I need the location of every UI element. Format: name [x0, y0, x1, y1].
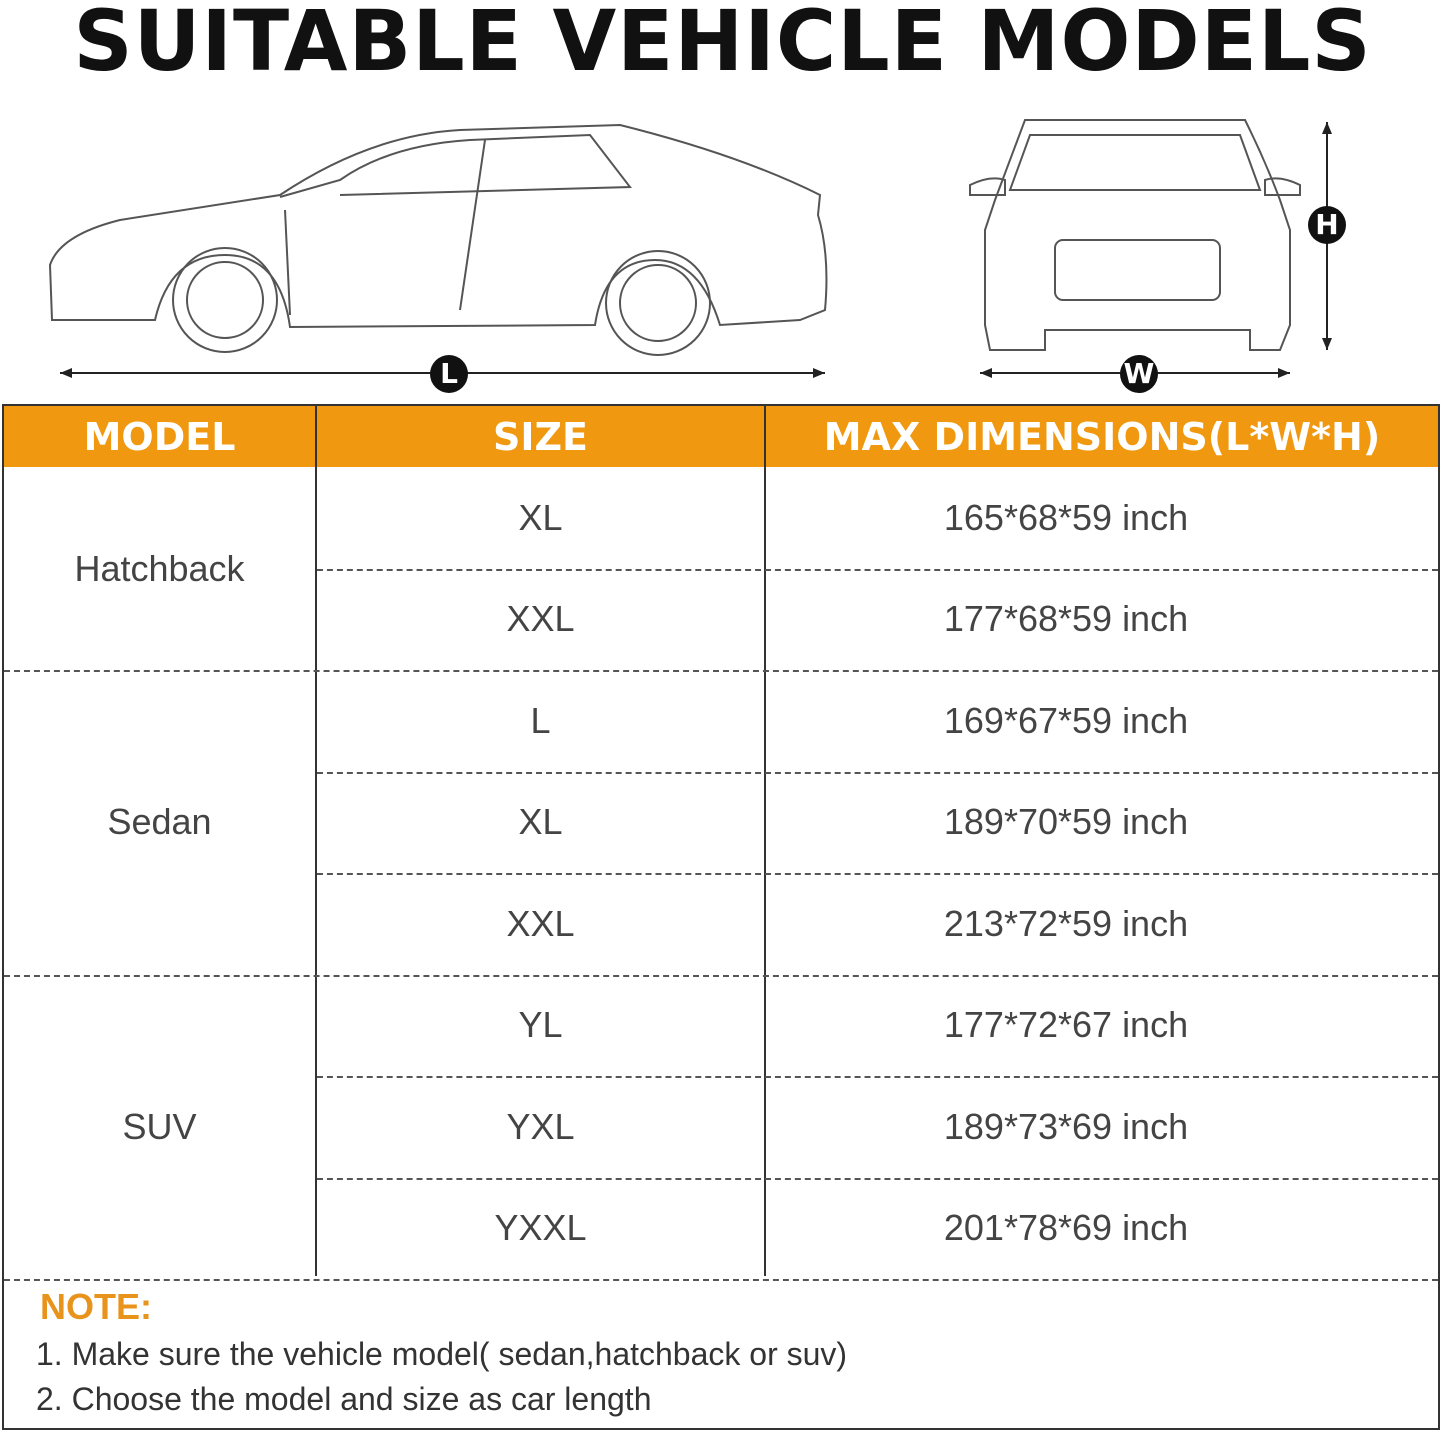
note-line-2: 2. Choose the model and size as car leng… — [36, 1381, 652, 1417]
dimensions-cell: 201*78*69 inch — [943, 1207, 1189, 1249]
model-cell: SUV — [122, 1105, 197, 1147]
height-label: H — [1308, 206, 1346, 244]
header-max-dimensions: MAX DIMENSIONS(L*W*H) — [766, 406, 1438, 467]
size-cell: YXXL — [494, 1207, 587, 1249]
size-cell: YXL — [506, 1105, 575, 1147]
dimensions-cell: 169*67*59 inch — [943, 699, 1189, 741]
length-label: L — [430, 355, 468, 393]
model-cell: Hatchback — [74, 547, 245, 589]
dimensions-cell: 189*70*59 inch — [943, 801, 1189, 843]
width-label: W — [1120, 355, 1158, 393]
sedan-side-view-illustration — [48, 123, 828, 378]
column-divider — [315, 406, 317, 1276]
note-line-1: 1. Make sure the vehicle model( sedan,ha… — [36, 1336, 848, 1372]
size-cell: L — [530, 699, 551, 741]
note-title: NOTE: — [40, 1286, 152, 1327]
group-divider — [4, 1279, 1438, 1281]
group-divider — [4, 974, 1438, 977]
size-cell: XXL — [506, 902, 575, 944]
header-model: MODEL — [4, 406, 315, 467]
size-cell: YL — [518, 1004, 563, 1046]
row-divider — [317, 1076, 1438, 1078]
row-divider — [317, 771, 1438, 774]
sedan-front-view-illustration — [969, 119, 1332, 378]
group-divider — [4, 670, 1438, 672]
dimensions-cell: 177*72*67 inch — [943, 1004, 1189, 1046]
dimensions-cell: 213*72*59 inch — [943, 902, 1189, 944]
size-cell: XL — [518, 801, 563, 843]
dimensions-cell: 165*68*59 inch — [943, 496, 1189, 538]
page-title: SUITABLE VEHICLE MODELS — [73, 0, 1372, 90]
row-divider — [317, 568, 1438, 571]
size-cell: XL — [518, 496, 563, 538]
dimensions-cell: 189*73*69 inch — [943, 1105, 1189, 1147]
size-cell: XXL — [506, 598, 575, 640]
size-chart-table: MODEL SIZE MAX DIMENSIONS(L*W*H) Hatchba… — [2, 404, 1440, 1430]
column-divider — [764, 406, 766, 1276]
header-size: SIZE — [317, 406, 764, 467]
dimensions-cell: 177*68*59 inch — [943, 598, 1189, 640]
model-cell: Sedan — [107, 801, 212, 843]
row-divider — [317, 1177, 1438, 1180]
note-section: NOTE: 1. Make sure the vehicle model( se… — [36, 1286, 847, 1418]
row-divider — [317, 873, 1438, 875]
